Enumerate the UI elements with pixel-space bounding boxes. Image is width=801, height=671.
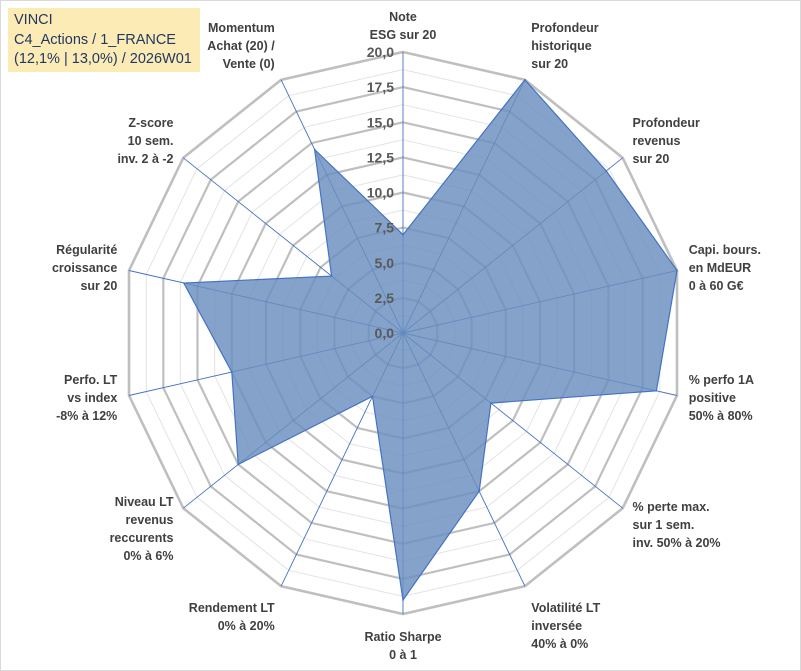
axis-label: Ratio Sharpe 0 à 1 xyxy=(364,630,441,662)
axis-label-line: Momentum xyxy=(208,21,275,35)
axis-label: Perfo. LT vs index -8% à 12% xyxy=(56,373,118,423)
axis-label-line: Z-score xyxy=(128,116,173,130)
radial-tick-label: 12,5 xyxy=(367,149,394,165)
axis-label: % perte max. sur 1 sem. inv. 50% à 20% xyxy=(633,500,721,550)
axis-label-line: Vente (0) xyxy=(223,57,275,71)
axis-label-line: inversée xyxy=(531,619,582,633)
data-point xyxy=(655,390,658,392)
axis-label-line: Note xyxy=(389,10,417,24)
series-area xyxy=(182,78,678,602)
axis-label-line: inv. 2 à -2 xyxy=(117,152,173,166)
axis-label: Profondeur historique sur 20 xyxy=(531,21,598,71)
radial-tick-label: 0,0 xyxy=(375,325,395,341)
axis-label: Volatilité LT inversée 40% à 0% xyxy=(531,601,600,651)
data-point xyxy=(676,269,678,272)
axis-label: Note ESG sur 20 xyxy=(370,10,437,42)
axis-label: Z-score 10 sem. inv. 2 à -2 xyxy=(117,116,173,166)
axis-label-line: Régularité xyxy=(56,243,117,257)
radial-tick-label: 2,5 xyxy=(375,290,395,306)
axis-label-line: croissance xyxy=(52,261,117,275)
axis-label-line: reccurents xyxy=(110,531,174,545)
data-point xyxy=(478,490,481,493)
axis-label-line: 0 à 60 G€ xyxy=(689,279,744,293)
axis-label-line: Capi. bours. xyxy=(689,243,761,257)
data-point xyxy=(605,170,607,172)
axis-label-line: Achat (20) / xyxy=(207,39,275,53)
axis-label-line: 40% à 0% xyxy=(531,637,588,651)
axis-label-line: historique xyxy=(531,39,591,53)
axis-label-line: % perfo 1A xyxy=(689,373,754,387)
axis-label: Niveau LT revenus reccurents 0% à 6% xyxy=(110,495,174,563)
data-point xyxy=(402,599,404,601)
axis-label: Régularité croissance sur 20 xyxy=(52,243,117,293)
axis-label: Profondeur revenus sur 20 xyxy=(633,116,700,166)
radial-tick-label: 7,5 xyxy=(375,220,395,236)
radial-tick-labels: 0,0 2,5 5,0 7,5 10,0 12,5 15,0 17,5 20,0 xyxy=(367,44,394,341)
data-point xyxy=(524,79,526,81)
axis-label-line: sur 20 xyxy=(633,152,670,166)
axis-label-line: revenus xyxy=(126,513,174,527)
axis-label-line: Profondeur xyxy=(633,116,700,130)
axis-label-line: Perfo. LT xyxy=(64,373,118,387)
axis-labels: Note ESG sur 20 Profondeur historique sur 20… xyxy=(52,10,761,662)
axis-label-line: 0 à 1 xyxy=(389,648,417,662)
data-point xyxy=(313,148,316,151)
axis-label: % perfo 1A positive 50% à 80% xyxy=(689,373,754,423)
axis-label-line: Rendement LT xyxy=(189,601,275,615)
data-point xyxy=(183,282,185,284)
axis-label-line: Profondeur xyxy=(531,21,598,35)
axis-label-line: 10 sem. xyxy=(128,134,174,148)
data-point xyxy=(237,463,239,466)
axis-label-line: Ratio Sharpe xyxy=(364,630,441,644)
axis-label-line: sur 20 xyxy=(80,279,117,293)
radial-tick-label: 20,0 xyxy=(367,44,394,60)
radial-tick-label: 5,0 xyxy=(375,255,395,271)
data-point xyxy=(371,395,374,398)
axis-label: Capi. bours. en MdEUR 0 à 60 G€ xyxy=(689,243,761,293)
axis-label-line: sur 1 sem. xyxy=(633,518,695,532)
axis-label-line: % perte max. xyxy=(633,500,710,514)
axis-label-line: en MdEUR xyxy=(689,261,752,275)
radial-tick-label: 15,0 xyxy=(367,114,394,130)
data-point xyxy=(490,402,492,404)
axis-label-line: ESG sur 20 xyxy=(370,28,437,42)
axis-label-line: 0% à 20% xyxy=(218,619,275,633)
data-point xyxy=(231,371,233,373)
axis-label-line: Niveau LT xyxy=(115,495,174,509)
axis-label-line: sur 20 xyxy=(531,57,568,71)
axis-label: Momentum Achat (20) / Vente (0) xyxy=(207,21,275,71)
title-line-3: (12,1% | 13,0%) / 2026W01 xyxy=(14,51,192,67)
axis-label-line: inv. 50% à 20% xyxy=(633,536,721,550)
data-point xyxy=(402,233,404,236)
axis-label-line: vs index xyxy=(67,391,117,405)
axis-label-line: Volatilité LT xyxy=(531,601,600,615)
axis-label: Rendement LT 0% à 20% xyxy=(189,601,275,633)
chart-title-box: VINCI C4_Actions / 1_FRANCE (12,1% | 13,… xyxy=(8,8,200,72)
axis-label-line: -8% à 12% xyxy=(56,409,117,423)
radial-tick-label: 17,5 xyxy=(367,79,394,95)
title-line-2: C4_Actions / 1_FRANCE xyxy=(14,31,176,48)
radial-tick-label: 10,0 xyxy=(367,185,394,201)
axis-label-line: revenus xyxy=(633,134,681,148)
data-point xyxy=(330,275,333,277)
axis-label-line: 0% à 6% xyxy=(123,549,173,563)
title-line-1: VINCI xyxy=(14,12,53,28)
axis-label-line: 50% à 80% xyxy=(689,409,753,423)
axis-label-line: positive xyxy=(689,391,736,405)
radar-series xyxy=(182,78,678,602)
